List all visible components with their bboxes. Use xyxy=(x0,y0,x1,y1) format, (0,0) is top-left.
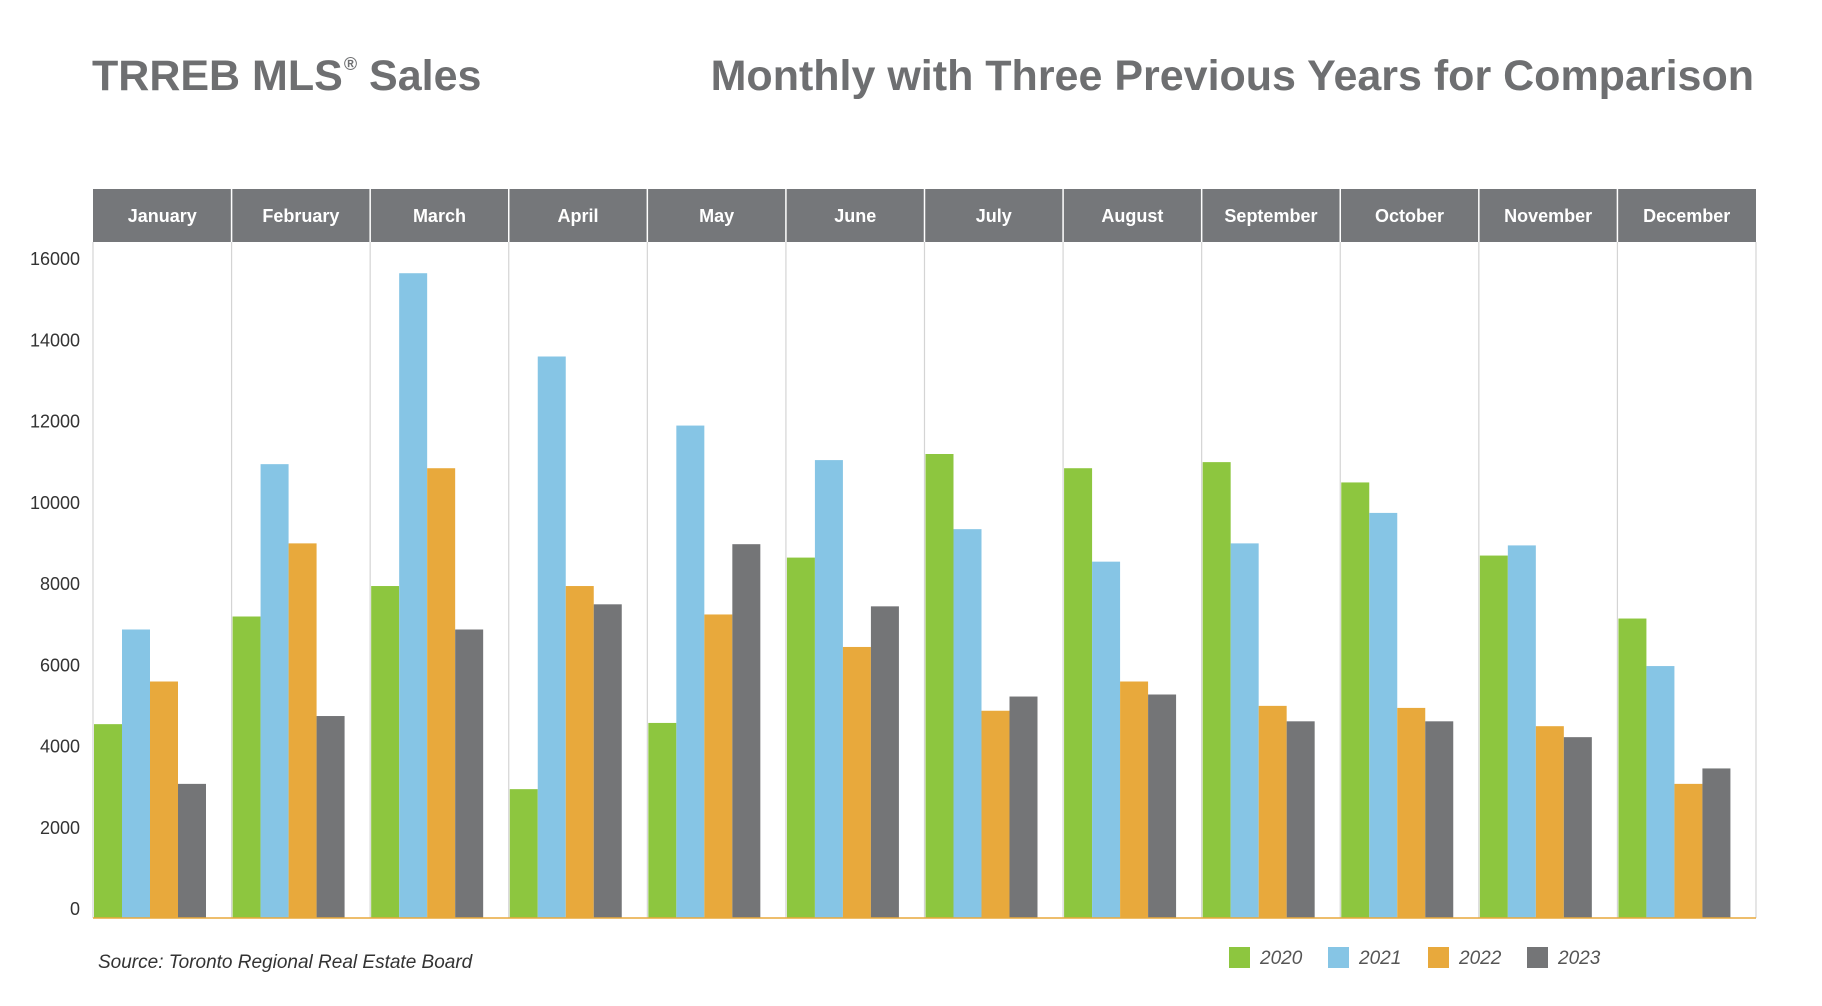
legend-swatch-2023 xyxy=(1527,947,1548,968)
bar-2021-may xyxy=(676,425,705,918)
legend-swatch-2020 xyxy=(1229,947,1250,968)
bar-2023-march xyxy=(455,629,484,918)
x-tick-label-january: January xyxy=(128,206,197,226)
bar-2020-april xyxy=(509,789,538,918)
bar-2020-june xyxy=(786,557,815,918)
bar-2023-september xyxy=(1286,721,1315,918)
bars xyxy=(94,273,1731,918)
bar-2023-october xyxy=(1425,721,1454,918)
bar-2022-january xyxy=(150,681,178,918)
y-tick-label: 0 xyxy=(70,899,80,919)
bar-2021-april xyxy=(537,356,566,918)
bar-2020-november xyxy=(1479,555,1508,918)
y-tick-label: 4000 xyxy=(40,737,80,757)
bar-2023-february xyxy=(316,716,345,918)
bar-2023-november xyxy=(1563,737,1592,918)
chart-title-text: TRREB MLS xyxy=(92,52,343,100)
y-tick-label: 2000 xyxy=(40,818,80,838)
bar-2023-june xyxy=(870,606,899,918)
bar-2020-august xyxy=(1064,468,1093,918)
bar-2020-february xyxy=(232,616,261,918)
legend-label-2020: 2020 xyxy=(1259,948,1303,969)
bar-2021-january xyxy=(122,629,150,918)
x-tick-label-october: October xyxy=(1375,206,1444,226)
bar-2021-february xyxy=(260,464,289,918)
bar-2020-may xyxy=(648,722,677,918)
bar-2022-june xyxy=(842,646,871,918)
legend: 2020 2021 2022 2023 xyxy=(1229,947,1601,969)
y-tick-label: 12000 xyxy=(30,412,80,432)
bar-2022-november xyxy=(1535,726,1564,918)
source-note: Source: Toronto Regional Real Estate Boa… xyxy=(98,952,473,973)
bar-2022-july xyxy=(981,710,1010,918)
bar-2020-december xyxy=(1618,618,1647,918)
bar-2022-october xyxy=(1397,707,1426,918)
bar-2021-october xyxy=(1369,512,1398,918)
x-tick-label-april: April xyxy=(558,206,599,226)
bar-2023-july xyxy=(1009,696,1038,918)
bar-2020-october xyxy=(1341,482,1370,918)
bar-2022-april xyxy=(565,586,594,918)
legend-swatch-2021 xyxy=(1328,947,1349,968)
x-tick-label-february: February xyxy=(262,206,339,226)
bar-2023-august xyxy=(1148,694,1177,918)
bar-2021-july xyxy=(953,529,982,918)
y-tick-label: 6000 xyxy=(40,655,80,675)
bar-2023-may xyxy=(732,544,761,918)
x-tick-label-june: June xyxy=(834,206,876,226)
x-tick-label-august: August xyxy=(1101,206,1163,226)
bar-2021-november xyxy=(1507,545,1536,918)
y-tick-label: 16000 xyxy=(30,249,80,269)
registered-mark: ® xyxy=(343,54,358,74)
bar-2023-january xyxy=(178,783,206,918)
bar-2023-december xyxy=(1702,768,1731,918)
legend-label-2023: 2023 xyxy=(1557,948,1601,969)
x-tick-label-december: December xyxy=(1643,206,1730,226)
x-tick-label-may: May xyxy=(699,206,734,226)
bar-2023-april xyxy=(593,604,622,918)
x-tick-label-november: November xyxy=(1504,206,1592,226)
month-header-band: January February March April May June July Augu… xyxy=(93,189,1756,242)
y-tick-label: 10000 xyxy=(30,493,80,513)
y-tick-label: 8000 xyxy=(40,574,80,594)
bar-2021-september xyxy=(1230,543,1259,918)
bar-2022-december xyxy=(1674,783,1703,918)
chart-title: TRREB MLS® Sales xyxy=(92,52,481,101)
x-tick-label-july: July xyxy=(976,206,1012,226)
bar-2022-september xyxy=(1258,705,1287,918)
legend-swatch-2022 xyxy=(1428,947,1449,968)
y-axis: 0 2000 4000 6000 8000 10000 12000 14000 16000 xyxy=(30,249,1756,919)
bar-2022-august xyxy=(1120,681,1149,918)
bar-2021-june xyxy=(814,460,843,918)
bar-2021-december xyxy=(1646,666,1675,918)
bar-2020-september xyxy=(1202,462,1231,918)
legend-label-2021: 2021 xyxy=(1358,948,1401,969)
bar-2022-may xyxy=(704,614,733,918)
bar-2022-march xyxy=(427,468,456,918)
bar-2020-march xyxy=(371,586,400,918)
x-tick-label-march: March xyxy=(413,206,466,226)
y-tick-label: 14000 xyxy=(30,330,80,350)
chart-subtitle: Monthly with Three Previous Years for Co… xyxy=(710,52,1754,100)
x-tick-label-september: September xyxy=(1224,206,1317,226)
bar-2022-february xyxy=(288,543,317,918)
legend-label-2022: 2022 xyxy=(1458,948,1502,969)
gridlines xyxy=(92,242,1757,918)
bar-2021-august xyxy=(1092,561,1121,918)
bar-2021-march xyxy=(399,273,428,918)
bar-2020-july xyxy=(925,454,954,918)
chart-title-suffix: Sales xyxy=(357,52,482,100)
bar-2020-january xyxy=(94,724,122,918)
